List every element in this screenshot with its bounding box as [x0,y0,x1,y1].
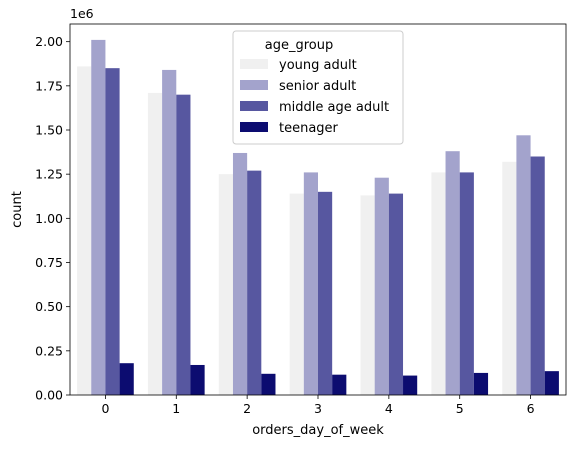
x-tick-label: 6 [527,401,535,416]
bar-young-adult-3 [289,193,304,395]
y-tick-label: 0.00 [35,388,63,403]
bars-group [77,39,559,396]
bar-senior-adult-6 [516,135,531,396]
legend-swatch [240,101,268,111]
y-tick-label: 1.50 [35,123,63,138]
bar-young-adult-2 [218,174,233,395]
bar-teenager-5 [473,372,489,395]
bar-senior-adult-0 [91,39,106,396]
bar-teenager-3 [332,374,347,395]
y-tick-label: 0.75 [35,255,63,270]
legend-box [232,30,404,145]
legend-entry-label: senior adult [279,79,356,94]
bar-senior-adult-3 [303,172,318,395]
legend-entry-label: young adult [279,58,357,73]
bar-middle-age-adult-4 [388,193,404,395]
bar-senior-adult-5 [445,151,460,395]
legend-swatch [240,59,268,69]
y-tick-label: 1.00 [35,211,63,226]
bar-middle-age-adult-3 [318,191,333,395]
bar-young-adult-6 [502,161,517,395]
x-tick-label: 1 [172,401,180,416]
bar-teenager-6 [544,371,559,395]
legend-title: age_group [265,38,333,53]
legend: age_group young adult senior adult middle … [232,30,404,145]
x-axis-label: orders_day_of_week [252,423,384,438]
bar-teenager-4 [403,375,418,395]
x-tick-label: 3 [314,401,322,416]
bar-young-adult-4 [360,195,375,395]
bar-young-adult-5 [431,172,446,395]
bar-young-adult-0 [77,66,92,396]
x-tick-label: 5 [456,401,464,416]
bar-senior-adult-2 [232,152,248,395]
bar-middle-age-adult-2 [247,170,262,395]
bar-middle-age-adult-0 [105,68,120,396]
legend-entry-label: teenager [279,121,339,136]
x-axis: 0 1 2 3 4 5 6 [101,395,535,416]
legend-swatch [240,122,268,132]
legend-entry-label: middle age adult [279,100,389,115]
bar-senior-adult-4 [374,177,389,395]
y-tick-label: 2.00 [35,34,63,49]
y-tick-label: 0.50 [35,299,63,314]
y-offset-label: 1e6 [70,6,94,21]
x-tick-label: 2 [243,401,251,416]
bar-teenager-0 [119,363,134,395]
y-tick-label: 1.25 [35,167,63,182]
y-tick-label: 1.75 [35,78,63,93]
bar-senior-adult-1 [162,69,177,396]
legend-swatch [240,80,268,90]
plot-frame [69,23,567,396]
x-tick-label: 0 [101,401,109,416]
bar-teenager-2 [261,373,276,395]
y-axis-label: count [10,191,25,228]
bar-teenager-1 [190,364,205,395]
x-tick-label: 4 [385,401,393,416]
y-axis: 0.00 0.25 0.50 0.75 1.00 1.25 1.50 1.75 2.00 [35,34,70,403]
y-tick-label: 0.25 [35,343,63,358]
bar-middle-age-adult-6 [530,156,545,395]
bar-middle-age-adult-5 [459,172,474,395]
bar-young-adult-1 [147,92,163,396]
bar-middle-age-adult-1 [176,94,191,396]
